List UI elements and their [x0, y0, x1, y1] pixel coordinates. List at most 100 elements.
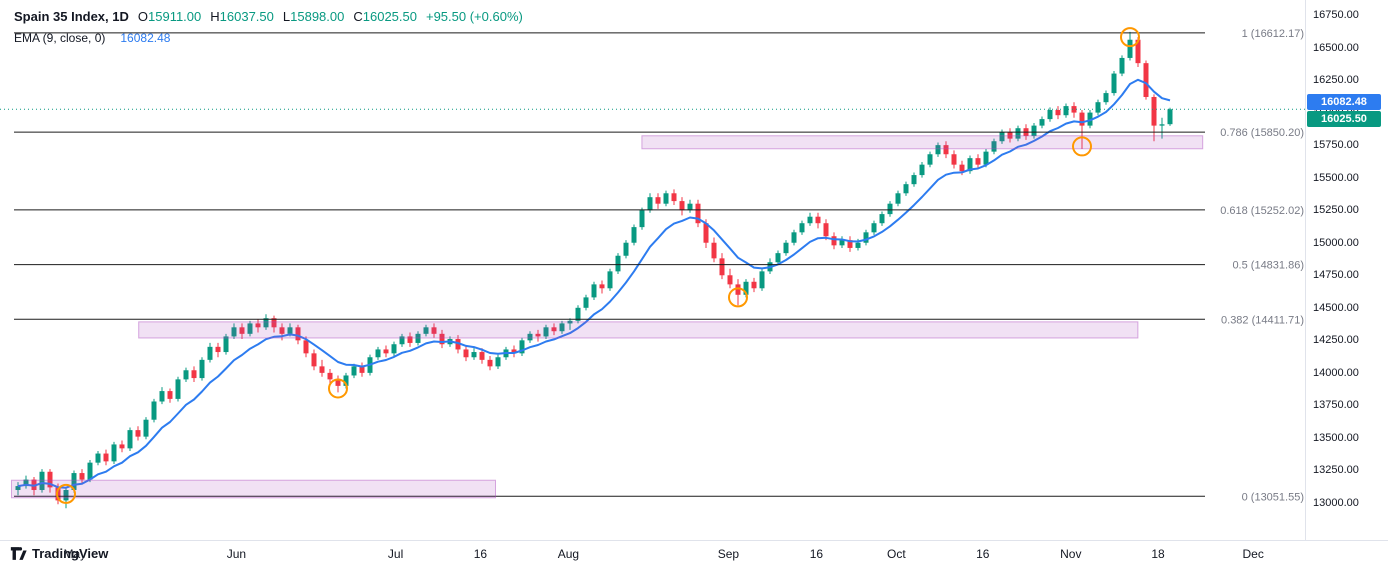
candle-body [343, 375, 349, 386]
close-value: C16025.50 [353, 9, 417, 24]
candle-body [967, 158, 973, 172]
candle-body [759, 271, 765, 289]
fib-level-label: 0.382 (14411.71) [1221, 314, 1304, 326]
candle-body [1079, 112, 1085, 126]
candle-body [519, 340, 525, 354]
ema-legend-row[interactable]: EMA (9, close, 0) 16082.48 [14, 30, 523, 47]
price-zone [138, 321, 1139, 339]
candle-body [1031, 125, 1037, 137]
candle-body [511, 349, 517, 354]
candle-body [199, 359, 205, 379]
ema-price-badge: 16082.48 [1307, 93, 1381, 110]
candle-body [279, 327, 285, 334]
tradingview-brand-text: TradingView [32, 546, 109, 561]
candle-body [607, 271, 613, 289]
candle-body [271, 318, 277, 328]
candle-body [639, 210, 645, 228]
candle-body [135, 430, 141, 437]
candle-body [599, 284, 605, 289]
candle-body [831, 236, 837, 246]
price-tick-label: 15500.00 [1313, 171, 1359, 184]
price-axis[interactable]: 13000.00 13250.00 13500.00 13750.00 14000.00… [1305, 0, 1388, 540]
candle-body [87, 462, 93, 480]
candle-body [567, 320, 573, 324]
candle-body [495, 357, 501, 367]
candle-body [999, 132, 1005, 142]
candle-body [623, 242, 629, 256]
candle-body [1007, 132, 1013, 139]
candle-body [631, 227, 637, 243]
time-tick-label: Oct [887, 547, 906, 561]
candle-body [823, 223, 829, 237]
candle-body [719, 258, 725, 276]
time-tick-label: 16 [976, 547, 990, 561]
candle-body [287, 327, 293, 334]
candle-body [327, 372, 333, 380]
candle-body [895, 193, 901, 204]
candle-body [407, 336, 413, 343]
price-tick-label: 14500.00 [1313, 301, 1359, 314]
candle-body [247, 323, 253, 334]
candle-body [783, 242, 789, 254]
fib-level-label: 0 (13051.55) [1242, 491, 1304, 503]
candle-body [527, 333, 533, 341]
price-tick-label: 16500.00 [1313, 41, 1359, 54]
time-tick-label: 16 [473, 547, 488, 561]
candle-body [391, 344, 397, 354]
candle-body [471, 352, 477, 358]
candle-body [183, 370, 189, 380]
candle-body [399, 336, 405, 345]
candle-body [743, 281, 749, 295]
candle-body [311, 353, 317, 367]
candle-body [959, 164, 965, 172]
candle-body [151, 401, 157, 420]
candle-body [655, 197, 661, 204]
ema-indicator-label: EMA (9, close, 0) [14, 31, 106, 45]
candle-body [175, 379, 181, 399]
candle-body [695, 203, 701, 224]
candle-body [927, 154, 933, 165]
candle-body [1063, 106, 1069, 116]
candle-body [815, 216, 821, 224]
candle-body [543, 327, 549, 337]
price-tick-label: 14250.00 [1313, 334, 1359, 347]
candle-body [1039, 119, 1045, 126]
candle-body [911, 175, 917, 185]
candle-body [255, 323, 261, 328]
candle-body [351, 366, 357, 376]
highlight-circle-marker [56, 483, 76, 504]
candle-body [943, 145, 949, 155]
candle-body [711, 242, 717, 259]
candle-body [47, 471, 53, 488]
tradingview-branding[interactable]: TradingView [10, 546, 108, 561]
candle-body [383, 349, 389, 354]
price-tick-label: 13000.00 [1313, 497, 1359, 509]
candle-body [951, 154, 957, 165]
highlight-circle-marker [1072, 136, 1092, 157]
time-tick-label: Sep [717, 547, 740, 561]
change-value: +95.50 (+0.60%) [425, 9, 523, 24]
highlight-circle-marker [328, 378, 348, 399]
candle-body [1151, 96, 1157, 126]
candle-body [191, 370, 197, 379]
candle-body [223, 336, 229, 353]
candle-body [1047, 109, 1053, 120]
candle-body [575, 307, 581, 321]
price-tick-label: 16750.00 [1313, 9, 1359, 21]
candle-body [727, 275, 733, 285]
candle-body [415, 333, 421, 343]
candle-body [1135, 39, 1141, 64]
candle-body [375, 349, 381, 358]
candle-body [239, 327, 245, 334]
candle-body [215, 346, 221, 353]
candle-body [119, 444, 125, 449]
candle-body [887, 203, 893, 215]
candle-body [591, 284, 597, 298]
candle-body [143, 419, 149, 437]
symbol-title[interactable]: Spain 35 Index, 1D [14, 9, 129, 24]
candle-body [479, 352, 485, 360]
candle-body [1095, 102, 1101, 113]
price-zone [11, 479, 496, 499]
time-axis[interactable]: May Jun Jul 16 Aug Sep 16 Oct 16 Nov 18 Dec [0, 540, 1388, 575]
